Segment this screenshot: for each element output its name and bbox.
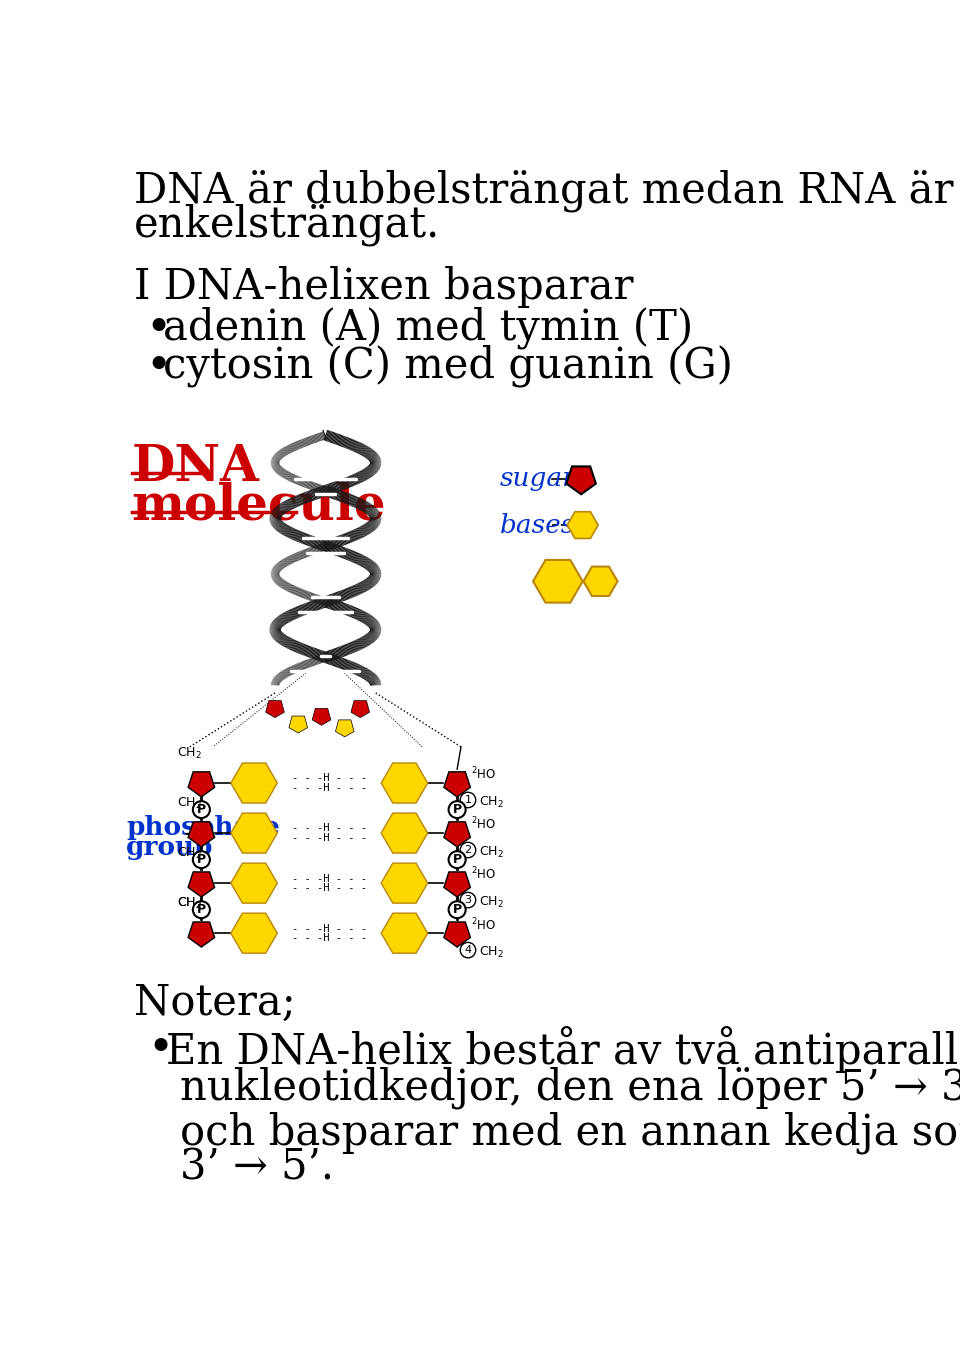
Text: P: P [452, 853, 462, 866]
Polygon shape [444, 822, 470, 847]
Polygon shape [188, 872, 215, 897]
Text: 2: 2 [465, 845, 471, 855]
Polygon shape [566, 466, 596, 494]
Polygon shape [444, 772, 470, 797]
Text: $^2$HO: $^2$HO [471, 766, 496, 783]
Text: bases: bases [500, 513, 575, 537]
Text: - - -H - - -: - - -H - - - [292, 924, 367, 933]
Text: 4: 4 [465, 946, 471, 955]
Text: CH$_2$: CH$_2$ [479, 845, 504, 859]
Text: DNA: DNA [132, 443, 259, 492]
Text: - - -H - - -: - - -H - - - [292, 873, 367, 884]
Circle shape [460, 943, 476, 958]
Text: $^2$HO: $^2$HO [471, 866, 496, 882]
Text: phosphate: phosphate [126, 815, 280, 839]
Text: group: group [126, 835, 213, 861]
Text: DNA är dubbelsträngat medan RNA är: DNA är dubbelsträngat medan RNA är [134, 170, 953, 211]
Polygon shape [266, 700, 284, 718]
Polygon shape [381, 913, 427, 954]
Circle shape [193, 901, 210, 919]
Polygon shape [312, 709, 331, 725]
Polygon shape [188, 772, 215, 797]
Polygon shape [230, 863, 277, 902]
Text: - - -H - - -: - - -H - - - [292, 832, 367, 843]
Text: - - -H - - -: - - -H - - - [292, 933, 367, 943]
Text: P: P [452, 904, 462, 916]
Text: nukleotidkedjor, den ena löper 5’ → 3’: nukleotidkedjor, den ena löper 5’ → 3’ [180, 1067, 960, 1109]
Polygon shape [188, 822, 215, 847]
Text: 3’ → 5’.: 3’ → 5’. [180, 1146, 334, 1188]
Text: - - -H - - -: - - -H - - - [292, 882, 367, 893]
Circle shape [448, 801, 466, 818]
Text: En DNA-helix består av två antiparallella: En DNA-helix består av två antiparallell… [166, 1026, 960, 1074]
Text: P: P [197, 803, 206, 816]
Polygon shape [444, 921, 470, 947]
Polygon shape [351, 700, 370, 718]
Polygon shape [230, 913, 277, 954]
Text: CH$_2$: CH$_2$ [177, 896, 202, 911]
Circle shape [460, 892, 476, 908]
Text: $^2$HO: $^2$HO [471, 916, 496, 933]
Text: - - -H - - -: - - -H - - - [292, 823, 367, 834]
Circle shape [193, 851, 210, 867]
Polygon shape [533, 560, 583, 602]
Text: Notera;: Notera; [134, 982, 296, 1024]
Polygon shape [381, 762, 427, 803]
Polygon shape [381, 863, 427, 902]
Circle shape [448, 901, 466, 919]
Polygon shape [584, 567, 617, 595]
Text: sugar: sugar [500, 466, 575, 492]
Text: P: P [452, 803, 462, 816]
Text: cytosin (C) med guanin (G): cytosin (C) med guanin (G) [162, 345, 732, 388]
Polygon shape [188, 921, 215, 947]
Text: CH$_2$: CH$_2$ [479, 946, 504, 960]
Polygon shape [567, 512, 598, 539]
Text: 3: 3 [465, 894, 471, 905]
Polygon shape [230, 762, 277, 803]
Circle shape [460, 792, 476, 808]
Text: CH$_2$: CH$_2$ [479, 894, 504, 911]
Text: enkelsträngat.: enkelsträngat. [134, 203, 441, 247]
Polygon shape [230, 814, 277, 853]
Text: P: P [197, 853, 206, 866]
Text: 1: 1 [465, 795, 471, 806]
Polygon shape [289, 717, 307, 733]
Circle shape [460, 842, 476, 858]
Text: CH$_2$: CH$_2$ [177, 796, 202, 811]
Text: - - -H - - -: - - -H - - - [292, 773, 367, 784]
Polygon shape [335, 719, 354, 737]
Text: $^2$HO: $^2$HO [471, 816, 496, 832]
Polygon shape [444, 872, 470, 897]
Text: molecule: molecule [132, 481, 386, 531]
Text: och basparar med en annan kedja som går: och basparar med en annan kedja som går [180, 1106, 960, 1154]
Circle shape [448, 851, 466, 867]
Text: P: P [197, 904, 206, 916]
Text: CH$_2$: CH$_2$ [479, 795, 504, 810]
Text: CH$_2$: CH$_2$ [177, 746, 202, 761]
Text: CH$_2$: CH$_2$ [177, 896, 202, 911]
Text: CH$_2$: CH$_2$ [177, 846, 202, 861]
Text: •: • [146, 306, 172, 350]
Circle shape [193, 801, 210, 818]
Polygon shape [381, 814, 427, 853]
Text: •: • [147, 1026, 173, 1070]
Text: adenin (A) med tymin (T): adenin (A) med tymin (T) [162, 306, 693, 349]
Text: I DNA-helixen basparar: I DNA-helixen basparar [134, 265, 634, 307]
Text: - - -H - - -: - - -H - - - [292, 783, 367, 792]
Text: •: • [146, 345, 172, 388]
